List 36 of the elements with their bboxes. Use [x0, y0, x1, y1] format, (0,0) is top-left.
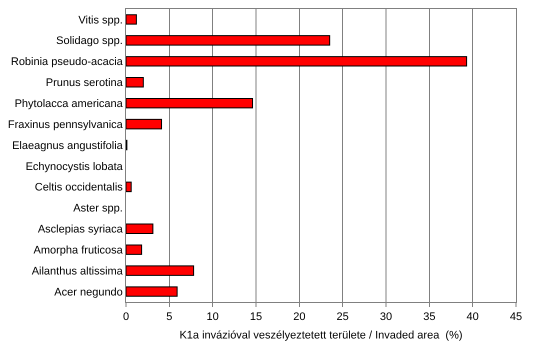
bar — [126, 35, 330, 46]
bar — [126, 182, 132, 192]
x-tick-label: 10 — [206, 311, 219, 324]
x-tick-label: 30 — [380, 311, 392, 324]
x-axis-title: K1a invázióval veszélyeztetett területe / Invaded area (%) — [179, 329, 463, 342]
bar — [126, 224, 154, 234]
y-tick-label: Robinia pseudo-acacia — [10, 56, 124, 68]
x-tick-label: 20 — [293, 311, 306, 324]
y-tick-label: Vitis spp. — [78, 14, 123, 26]
y-tick-label: Aster spp. — [73, 202, 123, 215]
bar — [126, 244, 142, 255]
bar — [126, 56, 468, 67]
bar — [126, 14, 137, 25]
bar — [126, 265, 194, 276]
x-tick-label: 35 — [423, 311, 436, 324]
bar — [126, 118, 162, 130]
x-tick-label: 0 — [122, 311, 130, 324]
bar — [126, 77, 144, 88]
y-tick-label: Echynocystis lobata — [26, 160, 124, 173]
y-tick-label: Fraxinus pennsylvanica — [8, 118, 124, 131]
x-tick-label: 25 — [336, 311, 349, 324]
y-tick-label: Asclepias syriaca — [38, 224, 124, 236]
y-tick-label: Elaeagnus angustifolia — [12, 140, 124, 152]
bar — [126, 286, 178, 297]
y-tick-label: Amorpha fruticosa — [34, 244, 124, 257]
y-tick-label: Solidago spp. — [56, 35, 123, 48]
x-tick-label: 45 — [510, 311, 522, 324]
x-tick-label: 40 — [466, 311, 479, 324]
y-tick-label: Ailanthus altissima — [32, 265, 124, 278]
y-tick-label: Acer negundo — [54, 286, 123, 298]
bar — [126, 98, 254, 108]
y-tick-label: Prunus serotina — [46, 77, 124, 90]
y-tick-label: Celtis occidentalis — [34, 182, 124, 194]
x-tick-label: 5 — [166, 311, 172, 324]
y-tick-label: Phytolacca americana — [14, 98, 124, 110]
x-tick-label: 15 — [250, 311, 262, 324]
